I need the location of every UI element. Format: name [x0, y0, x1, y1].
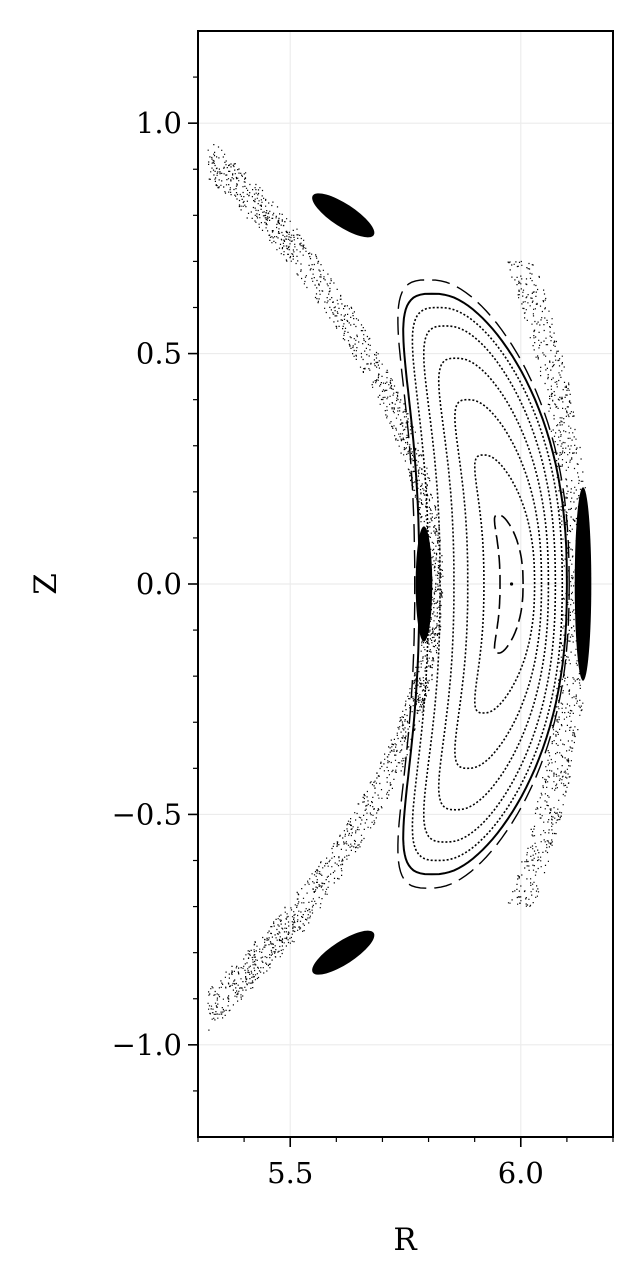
- flux-surface-5: [423, 325, 557, 843]
- separatrix-surface: [397, 279, 570, 889]
- island-inboard: [415, 526, 433, 642]
- y-tick-label-0: 1.0: [136, 106, 182, 140]
- flux-surface-2: [474, 454, 536, 714]
- y-tick-label-4: −1.0: [112, 1028, 182, 1062]
- x-tick-label-1: 6.0: [498, 1156, 544, 1190]
- y-tick-label-1: 0.5: [136, 337, 182, 371]
- x-axis-label: R: [393, 1222, 418, 1258]
- magnetic-axis-point: [509, 582, 514, 586]
- axis-ticks: 5.5 6.0 1.0 0.5 0.0 −0.5 −1.0: [112, 76, 614, 1190]
- y-tick-label-2: 0.0: [136, 567, 182, 601]
- y-axis-label: Z: [28, 573, 64, 595]
- x-tick-label-0: 5.5: [267, 1156, 313, 1190]
- flux-surface-1: [493, 514, 524, 654]
- flux-surface-6: [411, 306, 564, 862]
- island-outboard: [574, 487, 592, 681]
- y-tick-label-3: −0.5: [112, 797, 182, 831]
- magnetic-axis: [509, 582, 514, 586]
- island-chains: [312, 193, 592, 975]
- island-bottom: [312, 930, 375, 975]
- grid-lines: [198, 31, 613, 1137]
- island-top: [312, 193, 375, 238]
- flux-surface-4: [437, 357, 550, 811]
- chaotic-layer: [207, 144, 591, 1031]
- chaotic-points: [207, 144, 591, 1031]
